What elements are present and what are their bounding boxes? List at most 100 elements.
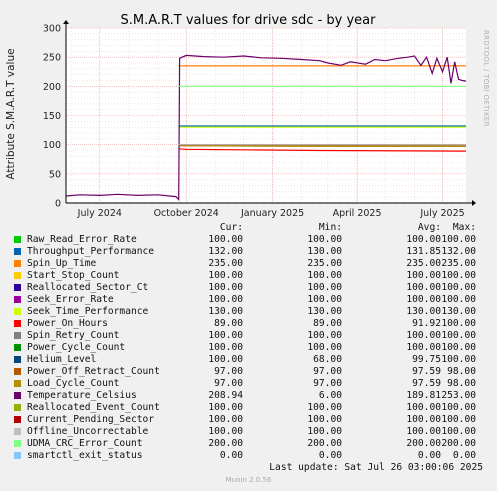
legend-max-value: 100.00 bbox=[441, 282, 476, 293]
legend-swatch bbox=[14, 440, 21, 447]
legend-row-throughput-performance: Throughput_Performance 132.00 130.00 131.85… bbox=[0, 246, 497, 258]
x-axis-arrow-icon bbox=[472, 200, 476, 206]
y-axis-ticks: 0 50 100 150 200 250 300 bbox=[43, 24, 61, 210]
legend-row-spin-retry-count: Spin_Retry_Count 100.00 100.00 100.00 100.00 bbox=[0, 330, 497, 342]
legend-swatch bbox=[14, 380, 21, 387]
legend-avg-value: 131.85 bbox=[406, 246, 441, 257]
legend-avg-value: 100.00 bbox=[406, 402, 441, 413]
legend-max-value: 100.00 bbox=[441, 270, 476, 281]
legend-min-value: 100.00 bbox=[307, 270, 342, 281]
legend-row-udma-crc-error-count: UDMA_CRC_Error_Count 200.00 200.00 200.00 20… bbox=[0, 438, 497, 450]
legend-avg-value: 97.59 bbox=[412, 366, 441, 377]
legend-cur-value: 100.00 bbox=[208, 294, 243, 305]
rrdtool-watermark: RRDTOOL / TOBI OETIKER bbox=[482, 30, 490, 127]
legend-cur-value: 97.00 bbox=[214, 366, 243, 377]
col-max-header: Max: bbox=[452, 222, 476, 233]
legend-max-value: 100.00 bbox=[441, 234, 476, 245]
smart-chart: S.M.A.R.T values for drive sdc - by year… bbox=[5, 13, 490, 219]
legend-series-name: Temperature_Celsius bbox=[27, 390, 137, 401]
axes bbox=[63, 20, 476, 206]
legend-cur-value: 0.00 bbox=[219, 450, 243, 461]
x-tick-label: July 2024 bbox=[77, 208, 122, 219]
legend-min-value: 68.00 bbox=[313, 354, 342, 365]
y-axis-arrow-icon bbox=[63, 20, 69, 24]
legend-cur-value: 100.00 bbox=[208, 426, 243, 437]
legend-series-name: Reallocated_Sector_Ct bbox=[27, 282, 149, 293]
series-line-power-on-hours bbox=[178, 148, 467, 152]
y-tick-label: 50 bbox=[49, 169, 61, 180]
x-tick-label: April 2025 bbox=[333, 208, 382, 219]
legend-swatch bbox=[14, 416, 21, 423]
legend-cur-value: 89.00 bbox=[214, 318, 243, 329]
legend-max-value: 100.00 bbox=[441, 402, 476, 413]
legend-min-value: 130.00 bbox=[307, 246, 342, 257]
legend-row-start-stop-count: Start_Stop_Count 100.00 100.00 100.00 100.00 bbox=[0, 270, 497, 282]
legend-series-name: Spin_Up_Time bbox=[27, 258, 97, 269]
legend-swatch bbox=[14, 248, 21, 255]
legend-swatch bbox=[14, 344, 21, 351]
x-axis-ticks: July 2024 October 2024 January 2025 April 2… bbox=[77, 208, 465, 219]
legend-series-name: Current_Pending_Sector bbox=[27, 414, 155, 425]
legend-row-reallocated-sector-ct: Reallocated_Sector_Ct 100.00 100.00 100.00 1… bbox=[0, 282, 497, 294]
munin-version: Munin 2.0.56 bbox=[225, 476, 272, 484]
legend-avg-value: 0.00 bbox=[417, 450, 441, 461]
legend-cur-value: 100.00 bbox=[208, 354, 243, 365]
legend-min-value: 200.00 bbox=[307, 438, 342, 449]
legend-max-value: 100.00 bbox=[441, 414, 476, 425]
legend-max-value: 100.00 bbox=[441, 330, 476, 341]
legend-avg-value: 200.00 bbox=[406, 438, 441, 449]
legend-swatch bbox=[14, 296, 21, 303]
legend-cur-value: 235.00 bbox=[208, 258, 243, 269]
legend-min-value: 97.00 bbox=[313, 366, 342, 377]
legend-row-power-cycle-count: Power_Cycle_Count 100.00 100.00 100.00 100.0… bbox=[0, 342, 497, 354]
legend-swatch bbox=[14, 392, 21, 399]
legend-row-offline-uncorrectable: Offline_Uncorrectable 100.00 100.00 100.00 1… bbox=[0, 426, 497, 438]
legend-avg-value: 235.00 bbox=[406, 258, 441, 269]
legend-series-name: Power_Off_Retract_Count bbox=[27, 366, 160, 377]
legend-swatch bbox=[14, 320, 21, 327]
legend-avg-value: 91.92 bbox=[412, 318, 441, 329]
legend-cur-value: 97.00 bbox=[214, 378, 243, 389]
legend-series-name: Offline_Uncorrectable bbox=[27, 426, 149, 437]
y-axis-label: Attribute S.M.A.R.T value bbox=[5, 48, 17, 179]
legend-avg-value: 100.00 bbox=[406, 426, 441, 437]
legend-series-name: Seek_Time_Performance bbox=[27, 306, 149, 317]
legend-row-load-cycle-count: Load_Cycle_Count 97.00 97.00 97.59 98.00 bbox=[0, 378, 497, 390]
last-update-text: Last update: Sat Jul 26 03:00:06 2025 bbox=[269, 462, 483, 473]
legend-swatch bbox=[14, 356, 21, 363]
legend-avg-value: 100.00 bbox=[406, 270, 441, 281]
legend-cur-value: 100.00 bbox=[208, 270, 243, 281]
legend-series-name: Spin_Retry_Count bbox=[27, 330, 120, 341]
col-min-header: Min: bbox=[318, 222, 342, 233]
legend-row-temperature-celsius: Temperature_Celsius 208.94 6.00 189.81 253.0… bbox=[0, 390, 497, 402]
legend-swatch bbox=[14, 308, 21, 315]
legend-avg-value: 100.00 bbox=[406, 234, 441, 245]
legend-series-name: UDMA_CRC_Error_Count bbox=[27, 438, 143, 449]
y-tick-label: 0 bbox=[55, 199, 61, 210]
legend-min-value: 100.00 bbox=[307, 294, 342, 305]
legend-series-name: Power_On_Hours bbox=[27, 318, 108, 329]
legend-min-value: 235.00 bbox=[307, 258, 342, 269]
legend-min-value: 100.00 bbox=[307, 234, 342, 245]
legend-avg-value: 130.00 bbox=[406, 306, 441, 317]
legend-min-value: 130.00 bbox=[307, 306, 342, 317]
legend-swatch bbox=[14, 272, 21, 279]
legend-max-value: 100.00 bbox=[441, 294, 476, 305]
legend-row-reallocated-event-count: Reallocated_Event_Count 100.00 100.00 100.0… bbox=[0, 402, 497, 414]
legend-min-value: 100.00 bbox=[307, 342, 342, 353]
legend-swatch bbox=[14, 236, 21, 243]
legend-max-value: 100.00 bbox=[441, 318, 476, 329]
legend-max-value: 130.00 bbox=[441, 306, 476, 317]
x-tick-label: October 2024 bbox=[154, 208, 219, 219]
legend-min-value: 100.00 bbox=[307, 426, 342, 437]
legend-avg-value: 99.75 bbox=[412, 354, 441, 365]
legend-swatch bbox=[14, 368, 21, 375]
legend-series-name: Load_Cycle_Count bbox=[27, 378, 120, 389]
legend-swatch bbox=[14, 284, 21, 291]
legend-table: Cur: Min: Avg: Max: Raw_Read_Error_Rate 1… bbox=[0, 222, 497, 462]
legend-avg-value: 189.81 bbox=[406, 390, 441, 401]
legend-series-name: Seek_Error_Rate bbox=[27, 294, 114, 305]
legend-cur-value: 100.00 bbox=[208, 234, 243, 245]
legend-avg-value: 100.00 bbox=[406, 282, 441, 293]
legend-cur-value: 100.00 bbox=[208, 402, 243, 413]
